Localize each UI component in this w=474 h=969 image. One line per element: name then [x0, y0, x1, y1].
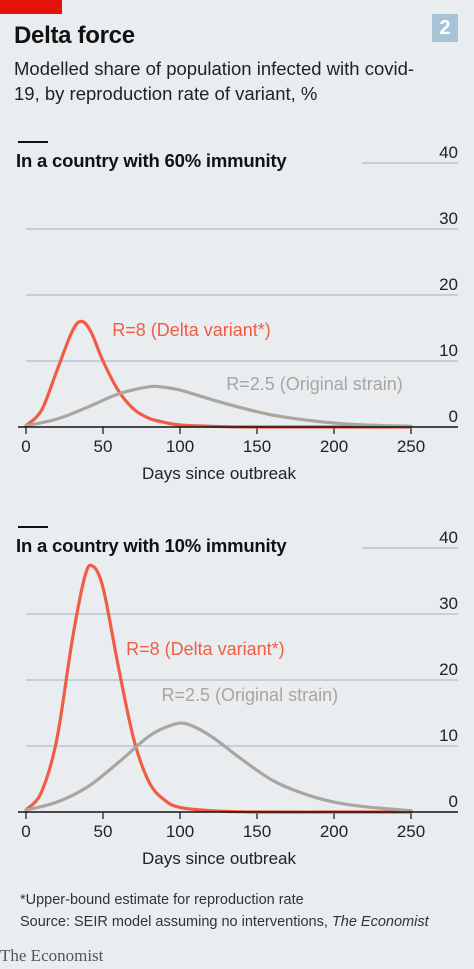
x-tick-label: 250: [397, 437, 425, 456]
panel-1-chart: 0 10 20 30 40 0 50 100 150 200 250 R=8 (Delta varia…: [18, 143, 458, 483]
y-tick-label: 30: [439, 594, 458, 613]
source-italic: The Economist: [331, 914, 429, 930]
y-tick-label: 10: [439, 726, 458, 745]
chart-title: Delta force: [14, 22, 135, 49]
x-tick-label: 50: [94, 437, 113, 456]
chart-number-badge: 2: [432, 14, 458, 42]
x-tick-label: 200: [320, 437, 348, 456]
x-tick-label: 150: [243, 437, 271, 456]
y-tick-label: 20: [439, 275, 458, 294]
panel-2-rule: [18, 526, 48, 528]
series-line-original: [24, 384, 413, 428]
brand-logo-text: The Economist: [0, 946, 104, 965]
x-tick-label: 250: [397, 822, 425, 841]
y-tick-label: 30: [439, 209, 458, 228]
y-tick-label: 10: [439, 341, 458, 360]
source-line: Source: SEIR model assuming no intervent…: [20, 914, 429, 930]
x-axis-title: Days since outbreak: [142, 464, 297, 483]
x-axis-title: Days since outbreak: [142, 849, 297, 868]
panel-2-title: In a country with 10% immunity: [16, 535, 287, 556]
delta-series-label: R=8 (Delta variant*): [126, 639, 285, 659]
x-tick-label: 0: [21, 437, 30, 456]
y-tick-label: 40: [439, 528, 458, 547]
chart-subtitle: Modelled share of population infected wi…: [14, 58, 415, 104]
panel-1-rule: [18, 141, 48, 143]
panel-2-chart: 0 10 20 30 40 0 50 100 150 200 250 R=8 (Delta varia…: [18, 528, 458, 868]
x-tick-label: 200: [320, 822, 348, 841]
x-tick-label: 100: [166, 822, 194, 841]
original-series-label: R=2.5 (Original strain): [226, 374, 403, 394]
x-tick-label: 0: [21, 822, 30, 841]
y-tick-label: 20: [439, 660, 458, 679]
x-tick-label: 50: [94, 822, 113, 841]
source-text: Source: SEIR model assuming no intervent…: [20, 914, 332, 930]
x-tick-label: 100: [166, 437, 194, 456]
series-line-original: [24, 721, 413, 813]
x-tick-label: 150: [243, 822, 271, 841]
delta-series-label: R=8 (Delta variant*): [112, 320, 271, 340]
y-tick-label: 0: [449, 407, 458, 426]
economist-red-tag: [0, 0, 62, 14]
panel-1-title: In a country with 60% immunity: [16, 150, 287, 171]
y-tick-label: 0: [449, 792, 458, 811]
original-series-label: R=2.5 (Original strain): [162, 685, 339, 705]
footnote: *Upper-bound estimate for reproduction r…: [20, 892, 304, 908]
y-tick-label: 40: [439, 143, 458, 162]
